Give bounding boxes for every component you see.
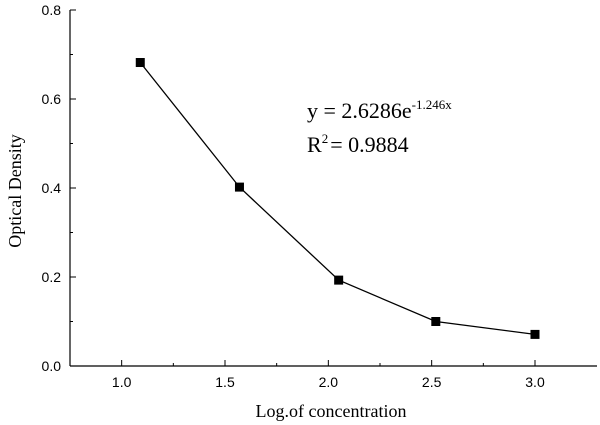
data-point	[530, 329, 540, 339]
series-layer	[135, 58, 540, 339]
r-squared-label: R2= 0.9884	[307, 131, 409, 157]
equation-exponent: -1.246x	[412, 97, 453, 112]
x-axis-ticks: 1.0 1.5 2.0 2.5 3.0	[112, 360, 545, 390]
y-axis-title: Optical Density	[5, 134, 25, 247]
r-squared-value: = 0.9884	[330, 132, 408, 157]
y-tick-label: 0.4	[42, 180, 62, 196]
y-tick-label: 0.2	[42, 269, 62, 285]
y-axis-ticks: 0.0 0.2 0.4 0.6 0.8	[42, 2, 76, 374]
y-tick-label: 0.0	[42, 358, 62, 374]
r-squared-power: 2	[322, 131, 329, 146]
x-tick-label: 2.5	[422, 374, 442, 390]
axes	[69, 10, 597, 367]
x-tick-label: 1.0	[112, 374, 132, 390]
y-tick-label: 0.6	[42, 91, 62, 107]
data-point	[431, 317, 441, 326]
equation-label: y = 2.6286e-1.246x	[307, 97, 452, 123]
data-point	[334, 275, 344, 285]
x-axis-title: Log.of concentration	[256, 401, 407, 421]
x-tick-label: 2.0	[319, 374, 339, 390]
data-point	[234, 182, 244, 192]
x-tick-label: 3.0	[525, 374, 545, 390]
x-tick-label: 1.5	[215, 374, 235, 390]
r-squared-prefix: R	[307, 132, 322, 157]
y-tick-label: 0.8	[42, 2, 62, 18]
data-point	[135, 58, 145, 68]
equation-base: y = 2.6286e	[307, 98, 412, 123]
